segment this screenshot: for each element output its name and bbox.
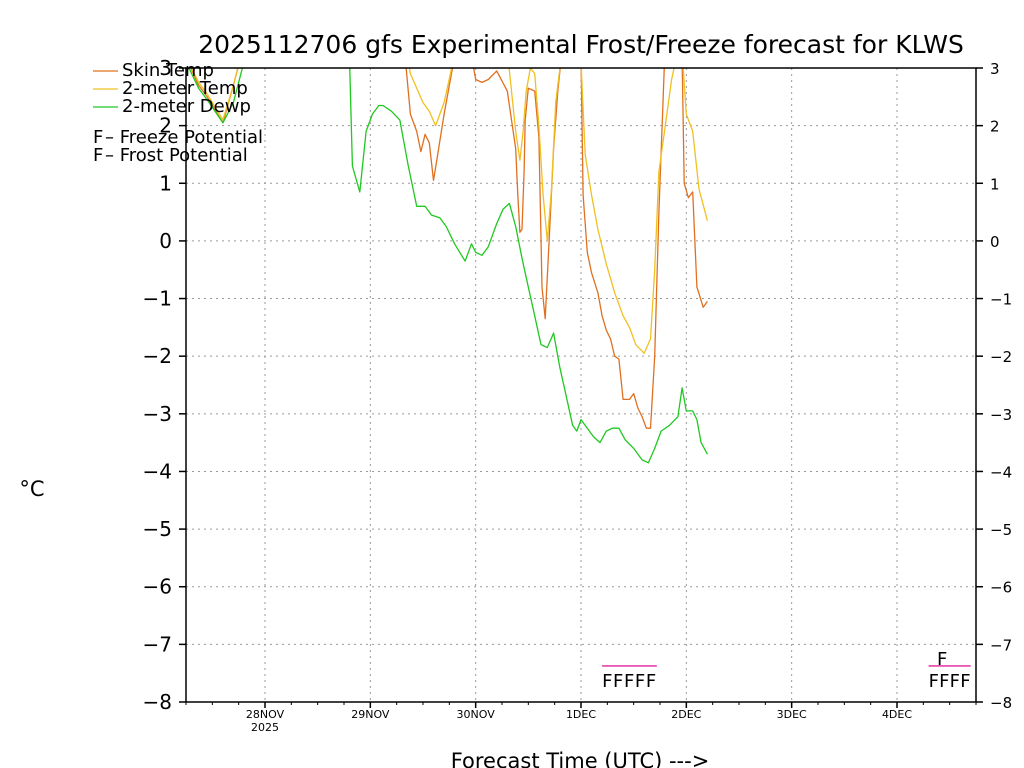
y-tick-label-right: 3	[990, 60, 1000, 78]
freeze-marker: F	[960, 671, 970, 692]
legend-note-letter: F	[93, 145, 103, 166]
series-line-skin-temp	[190, 68, 708, 429]
legend-label: 2-meter Dewp	[122, 96, 251, 117]
x-tick-label: 29NOV	[351, 708, 390, 721]
series-lines	[188, 68, 709, 464]
freeze-marker: F	[613, 671, 623, 692]
y-tick-label: −3	[143, 402, 172, 426]
y-tick-label: 0	[159, 229, 172, 253]
y-tick-label-right: 0	[990, 233, 1000, 251]
freeze-marker: F	[646, 671, 656, 692]
y-tick-label: −1	[143, 287, 172, 311]
x-tick-sublabel: 2025	[251, 721, 279, 734]
legend-label: Skin Temp	[122, 60, 214, 81]
x-axis-label: Forecast Time (UTC) --->	[451, 749, 710, 768]
y-tick-label-right: 2	[990, 118, 1000, 136]
freeze-marker: F	[624, 671, 634, 692]
y-tick-label-right: −6	[990, 579, 1012, 597]
chart-title: 2025112706 gfs Experimental Frost/Freeze…	[198, 30, 964, 59]
y-tick-label-right: −4	[990, 463, 1012, 481]
x-tick-label: 2DEC	[671, 708, 701, 721]
y-tick-label: 1	[159, 171, 172, 195]
series-line-2-meter-dewp	[188, 68, 708, 464]
y-tick-label-right: −1	[990, 291, 1012, 309]
legend-label: 2-meter Temp	[122, 78, 248, 99]
x-tick-label: 3DEC	[777, 708, 807, 721]
y-tick-label-right: −3	[990, 406, 1012, 424]
freeze-marker: F	[950, 671, 960, 692]
y-tick-label: −5	[143, 517, 172, 541]
legend-note-label: – Frost Potential	[105, 145, 248, 166]
y-tick-label: −2	[143, 344, 172, 368]
x-tick-label: 30NOV	[457, 708, 496, 721]
y-tick-label-right: −2	[990, 348, 1012, 366]
y-tick-label-right: −5	[990, 521, 1012, 539]
plot-frame	[185, 67, 977, 703]
y-tick-label: 2	[159, 114, 172, 138]
series-line-2-meter-temp	[191, 68, 709, 354]
x-tick-label: 4DEC	[882, 708, 912, 721]
x-tick-label: 1DEC	[566, 708, 596, 721]
grid-lines	[186, 68, 976, 702]
y-tick-label: −7	[143, 632, 172, 656]
y-axis-label: °C	[19, 477, 44, 501]
freeze-marker: F	[635, 671, 645, 692]
x-tick-label: 28NOV	[246, 708, 285, 721]
freeze-marker: F	[602, 671, 612, 692]
legend-note-label: – Freeze Potential	[105, 127, 263, 148]
y-tick-label: −4	[143, 459, 172, 483]
y-tick-label-right: −8	[990, 694, 1012, 712]
y-tick-label: −6	[143, 575, 172, 599]
freeze-marker: F	[939, 671, 949, 692]
y-tick-label-right: 1	[990, 175, 1000, 193]
frost-freeze-markers: F F F F FFF F F F	[602, 649, 971, 692]
y-tick-label-right: −7	[990, 636, 1012, 654]
y-axis-right: −8 −7 −6 −5 −4 −3 −2 −1 0 1 2 3	[976, 60, 1012, 712]
legend-note-letter: F	[93, 127, 103, 148]
freeze-marker: F	[929, 671, 939, 692]
y-axis-left: −8 −7 −6 −5 −4 −3 −2 −1 0 1 2 3	[143, 56, 186, 714]
y-tick-label: −8	[143, 690, 172, 714]
y-tick-label: 3	[159, 56, 172, 80]
frost-marker: F	[937, 649, 947, 670]
